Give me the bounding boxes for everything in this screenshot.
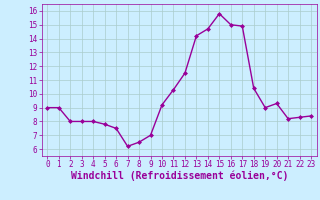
X-axis label: Windchill (Refroidissement éolien,°C): Windchill (Refroidissement éolien,°C): [70, 171, 288, 181]
